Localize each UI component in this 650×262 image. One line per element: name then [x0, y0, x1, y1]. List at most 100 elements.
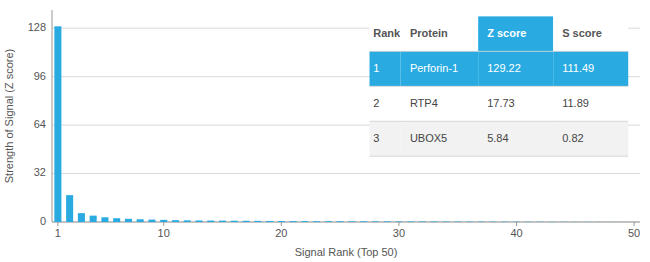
- bar: [478, 221, 485, 222]
- table-cell: [478, 16, 553, 51]
- table-text: 17.73: [487, 97, 515, 109]
- bar: [90, 216, 97, 222]
- table-cell: [370, 121, 401, 156]
- x-axis-label: Signal Rank (Top 50): [295, 246, 398, 258]
- bar: [395, 221, 402, 222]
- bar: [148, 220, 155, 222]
- bar: [101, 217, 108, 222]
- table-cell: [370, 51, 401, 86]
- table-text: 1: [373, 62, 379, 74]
- bar: [454, 221, 461, 222]
- bar: [254, 221, 261, 222]
- x-tick-label: 30: [393, 227, 405, 239]
- bar: [337, 221, 344, 222]
- x-tick-label: 20: [275, 227, 287, 239]
- y-tick-label: 64: [34, 118, 46, 130]
- bar: [160, 220, 167, 222]
- bar: [537, 221, 544, 222]
- bar: [360, 221, 367, 222]
- bar: [372, 221, 379, 222]
- bar: [525, 221, 532, 222]
- table-cell: [370, 86, 401, 121]
- x-tick: [516, 222, 517, 226]
- table-rule: [370, 86, 629, 87]
- table-text: 5.84: [487, 132, 508, 144]
- x-tick: [281, 222, 282, 226]
- table-cell: [478, 86, 553, 121]
- bar: [195, 220, 202, 222]
- grid: [52, 28, 640, 222]
- table-rule: [370, 51, 629, 52]
- table-cell: [553, 16, 628, 51]
- x-tick-label: 50: [628, 227, 640, 239]
- table-cell: [401, 121, 479, 156]
- bar: [172, 220, 179, 222]
- bar: [125, 219, 132, 222]
- bars: [54, 26, 637, 222]
- y-tick-label: 96: [34, 70, 46, 82]
- y-tick-label: 32: [34, 166, 46, 178]
- bar: [266, 221, 273, 222]
- bar: [560, 221, 567, 222]
- y-tick-label: 128: [28, 21, 46, 33]
- bar: [78, 213, 85, 222]
- bar: [466, 221, 473, 222]
- table-text: Protein: [410, 27, 448, 39]
- bar: [419, 221, 426, 222]
- x-tick-label: 10: [158, 227, 170, 239]
- bar: [348, 221, 355, 222]
- bar: [301, 221, 308, 222]
- bar: [501, 221, 508, 222]
- bar: [631, 221, 638, 222]
- x-tick: [398, 222, 399, 226]
- bar: [219, 221, 226, 222]
- table-cell: [401, 51, 479, 86]
- bar: [66, 195, 73, 222]
- table-cell: [370, 16, 401, 51]
- table-rule: [370, 121, 629, 122]
- bar: [231, 221, 238, 222]
- bar: [243, 221, 250, 222]
- table-rule: [370, 156, 629, 157]
- bar: [595, 221, 602, 222]
- y-axis-label: Strength of Signal (Z score): [3, 49, 15, 184]
- bar: [325, 221, 332, 222]
- bar: [290, 221, 297, 222]
- bar: [431, 221, 438, 222]
- chart: 032649612811020304050Signal Rank (Top 50…: [0, 0, 650, 262]
- bar: [607, 221, 614, 222]
- x-tick-label: 1: [55, 227, 61, 239]
- table-cell: [553, 121, 628, 156]
- x-tick: [163, 222, 164, 226]
- table-text: 11.89: [562, 97, 589, 109]
- bar: [407, 221, 414, 222]
- table-text: Z score: [487, 27, 526, 39]
- bar: [513, 221, 520, 222]
- table-text: 2: [373, 97, 379, 109]
- bar: [54, 26, 61, 222]
- x-tick: [57, 222, 58, 226]
- table-cell: [478, 51, 553, 86]
- grid-line: [52, 173, 640, 174]
- table-text: 0.82: [562, 132, 583, 144]
- bar: [572, 221, 579, 222]
- bar: [278, 221, 285, 222]
- table-text: RTP4: [410, 97, 438, 109]
- table-text: 111.49: [562, 62, 594, 74]
- table: RankProteinZ scoreS score1Perforin-1129.…: [370, 16, 629, 156]
- table-cell: [553, 51, 628, 86]
- bar: [619, 221, 626, 222]
- bar: [584, 221, 591, 222]
- table-cell: [478, 121, 553, 156]
- x-tick: [634, 222, 635, 226]
- table-text: Perforin-1: [410, 62, 458, 74]
- bar: [384, 221, 391, 222]
- table-cell: [401, 16, 479, 51]
- bar: [548, 221, 555, 222]
- bar: [489, 221, 496, 222]
- bar: [442, 221, 449, 222]
- table-text: UBOX5: [410, 132, 447, 144]
- bar: [113, 218, 120, 222]
- bar: [313, 221, 320, 222]
- table-text: S score: [562, 27, 602, 39]
